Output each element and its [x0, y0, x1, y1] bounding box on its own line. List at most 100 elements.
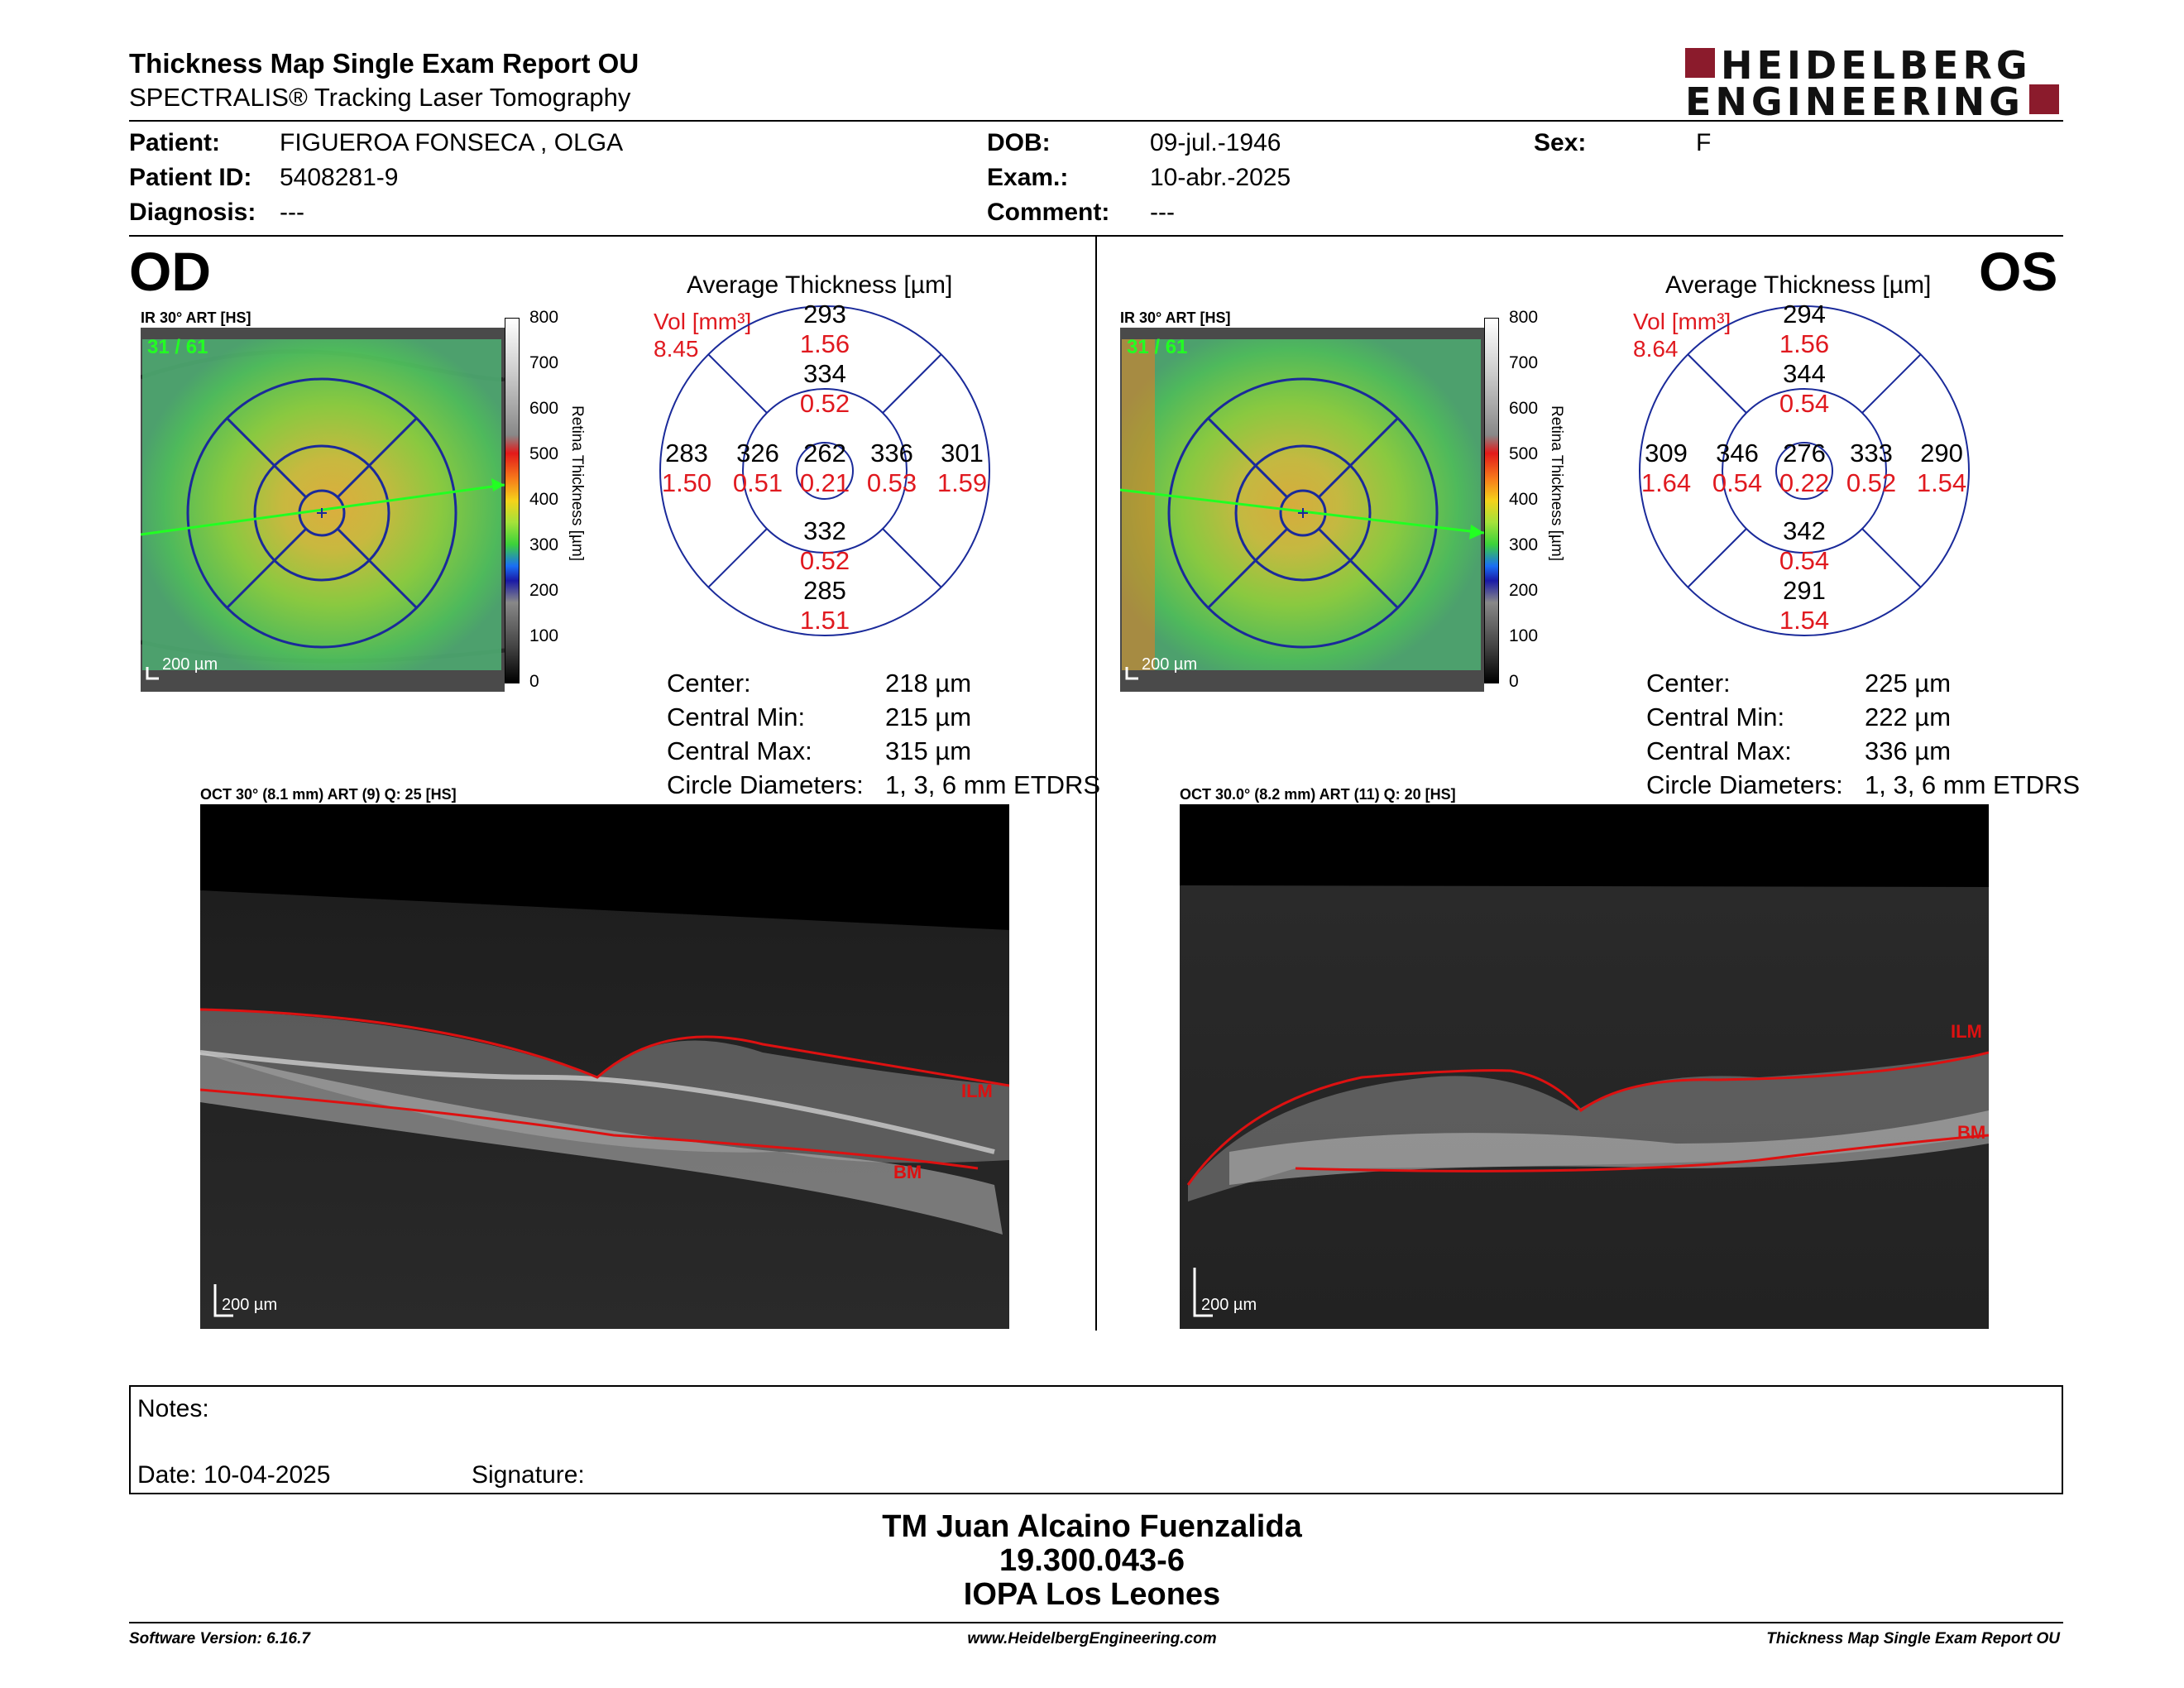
sector-volume-inner-left: 0.54	[1712, 468, 1763, 497]
bm-label-os: BM	[1957, 1122, 1986, 1143]
logo-line2: ENGINEERING	[1685, 79, 2024, 124]
website-link[interactable]: www.HeidelbergEngineering.com	[967, 1630, 1217, 1647]
report-subtitle: SPECTRALIS® Tracking Laser Tomography	[129, 83, 631, 112]
colorbar-tick-label: 100	[529, 626, 559, 645]
frame-count-os: 31 / 61	[1127, 336, 1188, 358]
dob-label: DOB:	[987, 129, 1051, 156]
sector-thickness-outer-right: 301	[941, 439, 984, 468]
central-min-value-od: 215 µm	[885, 703, 972, 731]
thickness-map-od[interactable]: 31 / 61 200 µm	[140, 328, 508, 692]
comment-label: Comment:	[987, 199, 1110, 226]
sector-volume-inner-sup: 0.52	[799, 389, 850, 418]
center-value-od: 218 µm	[885, 669, 972, 698]
patient-id: 5408281-9	[280, 164, 399, 191]
colorbar-os: 800 700 600 500 400 300 200 100 0	[1484, 308, 1550, 691]
sector-thickness-outer-inf: 285	[803, 576, 846, 605]
central-min-label-od: Central Min:	[667, 703, 806, 731]
central-max-label-os: Central Max:	[1646, 736, 1792, 765]
oct-scan-os[interactable]: ILM BM 200 µm	[1180, 804, 1989, 1329]
vol-value-os: 8.64	[1633, 336, 1679, 362]
logo-block-bottom	[2029, 84, 2059, 114]
sector-thickness-inner-sup: 344	[1783, 359, 1826, 388]
colorbar-tick-label: 0	[529, 672, 539, 691]
comment-value: ---	[1150, 199, 1175, 226]
notes-box[interactable]: Notes: Date: 10-04-2025 Signature:	[129, 1385, 2063, 1494]
sector-volume-outer-right: 1.54	[1916, 468, 1967, 497]
chart-title-os: Average Thickness [µm]	[1665, 271, 1932, 299]
sector-volume-outer-sup: 1.56	[1779, 329, 1830, 358]
patient-name: FIGUEROA FONSECA , OLGA	[280, 129, 624, 156]
colorbar-gradient-od	[505, 318, 520, 683]
oct-scan-od[interactable]: ILM BM 200 µm	[200, 804, 1009, 1329]
sector-volume-center: 0.22	[1779, 468, 1830, 497]
vol-value-od: 8.45	[654, 336, 699, 362]
colorbar-tick-label: 200	[529, 581, 559, 600]
circle-diameters-value-od: 1, 3, 6 mm ETDRS	[885, 770, 1101, 799]
sector-thickness-inner-left: 346	[1716, 439, 1759, 468]
central-max-value-od: 315 µm	[885, 736, 972, 765]
sector-thickness-inner-inf: 342	[1783, 516, 1826, 545]
scale-label-os: 200 µm	[1142, 655, 1198, 674]
center-label-os: Center:	[1646, 669, 1731, 698]
sector-thickness-center: 262	[803, 439, 846, 468]
software-version: Software Version: 6.16.7	[129, 1630, 310, 1647]
chart-title-od: Average Thickness [µm]	[687, 271, 953, 299]
sector-thickness-outer-left: 309	[1645, 439, 1688, 468]
sector-thickness-inner-right: 336	[870, 439, 913, 468]
sector-thickness-inner-inf: 332	[803, 516, 846, 545]
colorbar-tick-label: 800	[1509, 308, 1539, 327]
circle-diameters-label-os: Circle Diameters:	[1646, 770, 1843, 799]
colorbar-tick-label: 800	[529, 308, 559, 327]
thickness-map-svg-od	[140, 328, 508, 692]
colorbar-tick-label: 300	[529, 535, 559, 554]
colorbar-tick-label: 600	[1509, 399, 1539, 418]
report-title: Thickness Map Single Exam Report OU	[129, 48, 639, 79]
notes-label: Notes:	[137, 1395, 209, 1422]
sector-thickness-outer-right: 290	[1920, 439, 1963, 468]
sector-volume-inner-inf: 0.54	[1779, 546, 1830, 575]
sector-volume-inner-right: 0.52	[1846, 468, 1897, 497]
central-max-value-os: 336 µm	[1865, 736, 1952, 765]
notes-date: Date: 10-04-2025	[137, 1461, 331, 1489]
sector-volume-center: 0.21	[799, 468, 850, 497]
colorbar-gradient-os	[1484, 318, 1499, 683]
sector-thickness-inner-sup: 334	[803, 359, 846, 388]
etdrs-chart-od: 293 1.56 334 0.52 283 1.50 326 0.51 262 0.21 336 0.…	[659, 300, 991, 637]
bm-label-od: BM	[893, 1162, 922, 1182]
sector-volume-outer-right: 1.59	[936, 468, 988, 497]
center-label-od: Center:	[667, 669, 751, 698]
patient-divider	[129, 235, 2063, 237]
sector-thickness-center: 276	[1783, 439, 1826, 468]
central-max-label-od: Central Max:	[667, 736, 812, 765]
sector-volume-inner-left: 0.51	[732, 468, 783, 497]
ilm-label-os: ILM	[1951, 1021, 1982, 1042]
thickness-map-os[interactable]: 31 / 61 200 µm	[1119, 328, 1485, 692]
sector-thickness-inner-right: 333	[1850, 439, 1893, 468]
colorbar-od: 800 700 600 500 400 300 200 100 0	[505, 308, 571, 691]
signer-id: 19.300.043-6	[999, 1543, 1185, 1578]
colorbar-tick-label: 700	[1509, 353, 1539, 372]
oct-scan-svg-od	[200, 890, 1009, 1329]
oct-scale-os: 200 µm	[1201, 1296, 1257, 1314]
colorbar-tick-label: 500	[1509, 444, 1539, 463]
sector-thickness-inner-left: 326	[736, 439, 779, 468]
sector-volume-outer-left: 1.50	[661, 468, 712, 497]
sex-label: Sex:	[1534, 129, 1587, 156]
circle-diameters-value-os: 1, 3, 6 mm ETDRS	[1865, 770, 2081, 799]
central-min-label-os: Central Min:	[1646, 703, 1785, 731]
oct-scan-svg-os	[1180, 885, 1989, 1329]
vol-label-od: Vol [mm³]	[654, 309, 752, 334]
logo-block-top	[1685, 48, 1715, 78]
etdrs-grid-od	[659, 305, 990, 636]
etdrs-grid-os	[1639, 305, 1970, 636]
signer-name: TM Juan Alcaino Fuenzalida	[882, 1509, 1302, 1544]
eye-divider	[1095, 237, 1097, 1331]
colorbar-tick-label: 600	[529, 399, 559, 418]
sector-thickness-outer-left: 283	[665, 439, 708, 468]
eye-label-os: OS	[1979, 241, 2058, 302]
sector-volume-inner-sup: 0.54	[1779, 389, 1830, 418]
thickness-map-svg-os	[1119, 328, 1485, 692]
exam-value: 10-abr.-2025	[1150, 164, 1291, 191]
signer-clinic: IOPA Los Leones	[963, 1577, 1221, 1612]
oct-scale-od: 200 µm	[222, 1296, 278, 1314]
